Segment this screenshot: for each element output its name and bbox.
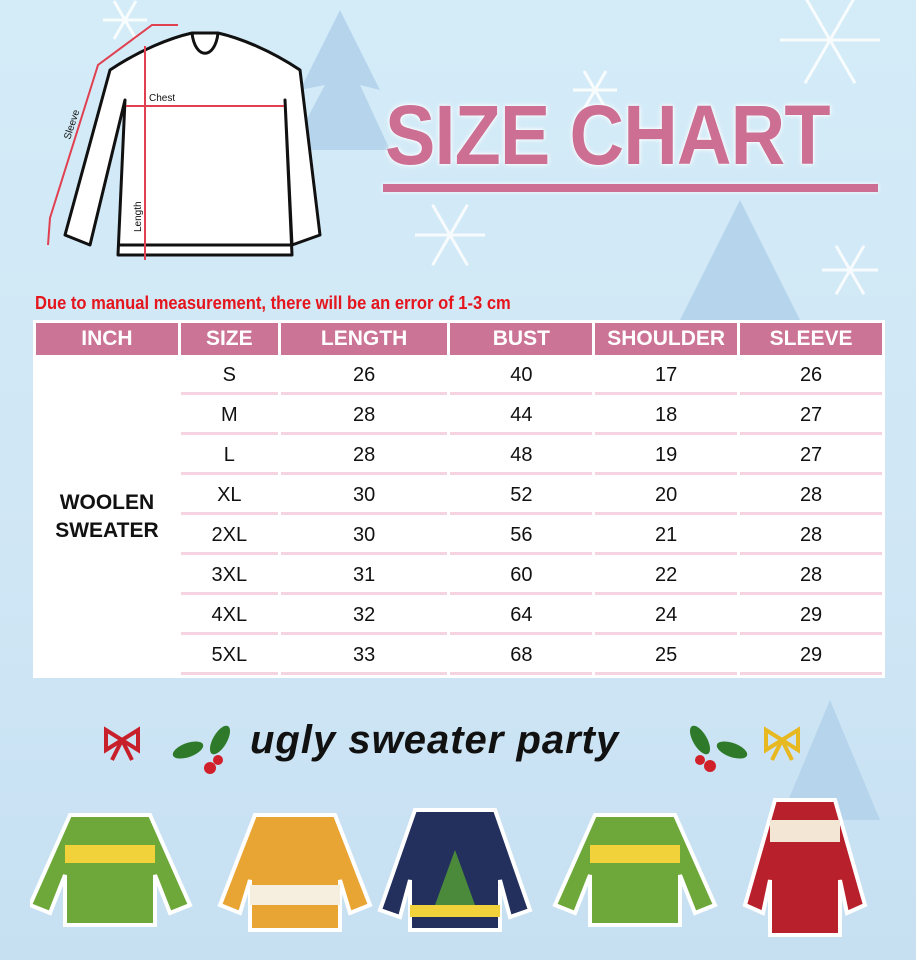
table-row: 5XL 33 68 25 29 <box>36 638 882 675</box>
table-header-row: INCH SIZE LENGTH BUST SHOULDER SLEEVE <box>36 323 882 355</box>
bow-icon <box>764 726 800 761</box>
size-cell: L <box>180 438 278 475</box>
page-title: SIZE CHART <box>385 88 830 182</box>
length-cell: 32 <box>280 598 448 635</box>
size-cell: M <box>180 398 278 435</box>
size-cell: XL <box>180 478 278 515</box>
tree-icon <box>780 700 880 820</box>
length-cell: 31 <box>280 558 448 595</box>
table-row: 4XL 32 64 24 29 <box>36 598 882 635</box>
header-size: SIZE <box>180 323 278 355</box>
sweater-illustrations <box>30 798 868 937</box>
sleeve-cell: 27 <box>740 438 882 475</box>
size-cell: 5XL <box>180 638 278 675</box>
holly-icon <box>172 725 231 774</box>
header-length: LENGTH <box>280 323 448 355</box>
header-bust: BUST <box>450 323 593 355</box>
header-inch: INCH <box>36 323 178 355</box>
size-cell: 3XL <box>180 558 278 595</box>
sweater-measurement-diagram: Chest Length Sleeve <box>47 24 322 260</box>
bust-cell: 40 <box>450 358 593 395</box>
green-sweater-icon <box>552 813 718 927</box>
sleeve-cell: 26 <box>740 358 882 395</box>
sleeve-cell: 27 <box>740 398 882 435</box>
snowflake-icon <box>822 245 878 295</box>
bust-cell: 56 <box>450 518 593 555</box>
shoulder-cell: 18 <box>595 398 738 435</box>
length-cell: 28 <box>280 438 448 475</box>
table-row: 2XL 30 56 21 28 <box>36 518 882 555</box>
party-banner-text: ugly sweater party <box>250 718 620 762</box>
sleeve-cell: 28 <box>740 558 882 595</box>
banner-decoration <box>104 725 800 774</box>
table-row: L 28 48 19 27 <box>36 438 882 475</box>
sleeve-cell: 29 <box>740 638 882 675</box>
sleeve-cell: 28 <box>740 478 882 515</box>
header-shoulder: SHOULDER <box>595 323 738 355</box>
length-cell: 28 <box>280 398 448 435</box>
shoulder-cell: 21 <box>595 518 738 555</box>
title-underline <box>383 184 878 192</box>
length-label: Length <box>133 201 144 232</box>
bust-cell: 48 <box>450 438 593 475</box>
category-cell: WOOLEN SWEATER <box>55 490 159 542</box>
bust-cell: 44 <box>450 398 593 435</box>
bust-cell: 52 <box>450 478 593 515</box>
size-cell: S <box>180 358 278 395</box>
bust-cell: 60 <box>450 558 593 595</box>
size-cell: 4XL <box>180 598 278 635</box>
length-cell: 26 <box>280 358 448 395</box>
tree-icon <box>290 10 390 150</box>
green-sweater-icon <box>30 813 193 927</box>
size-cell: 2XL <box>180 518 278 555</box>
table-row: XL 30 52 20 28 <box>36 478 882 515</box>
length-cell: 30 <box>280 518 448 555</box>
snowflake-icon <box>573 70 617 110</box>
tree-icon <box>680 200 800 320</box>
size-table: INCH SIZE LENGTH BUST SHOULDER SLEEVE WO… <box>33 320 885 678</box>
navy-sweater-icon <box>377 808 533 932</box>
sleeve-cell: 29 <box>740 598 882 635</box>
shoulder-cell: 22 <box>595 558 738 595</box>
shoulder-cell: 20 <box>595 478 738 515</box>
red-sweater-icon <box>742 798 868 937</box>
shoulder-cell: 25 <box>595 638 738 675</box>
shoulder-cell: 19 <box>595 438 738 475</box>
bust-cell: 64 <box>450 598 593 635</box>
table-row: M 28 44 18 27 <box>36 398 882 435</box>
holly-icon <box>689 725 748 772</box>
orange-sweater-icon <box>217 813 373 932</box>
snowflake-icon <box>103 0 147 40</box>
shoulder-cell: 24 <box>595 598 738 635</box>
snowflake-icon <box>415 203 485 267</box>
snowflake-icon <box>780 0 880 85</box>
length-cell: 33 <box>280 638 448 675</box>
measurement-note: Due to manual measurement, there will be… <box>35 293 511 313</box>
sleeve-cell: 28 <box>740 518 882 555</box>
shoulder-cell: 17 <box>595 358 738 395</box>
chest-label: Chest <box>149 93 175 104</box>
table-row: 3XL 31 60 22 28 <box>36 558 882 595</box>
bow-icon <box>104 726 140 761</box>
bust-cell: 68 <box>450 638 593 675</box>
length-cell: 30 <box>280 478 448 515</box>
header-sleeve: SLEEVE <box>740 323 882 355</box>
table-row: WOOLEN SWEATER S 26 40 17 26 <box>36 358 882 542</box>
